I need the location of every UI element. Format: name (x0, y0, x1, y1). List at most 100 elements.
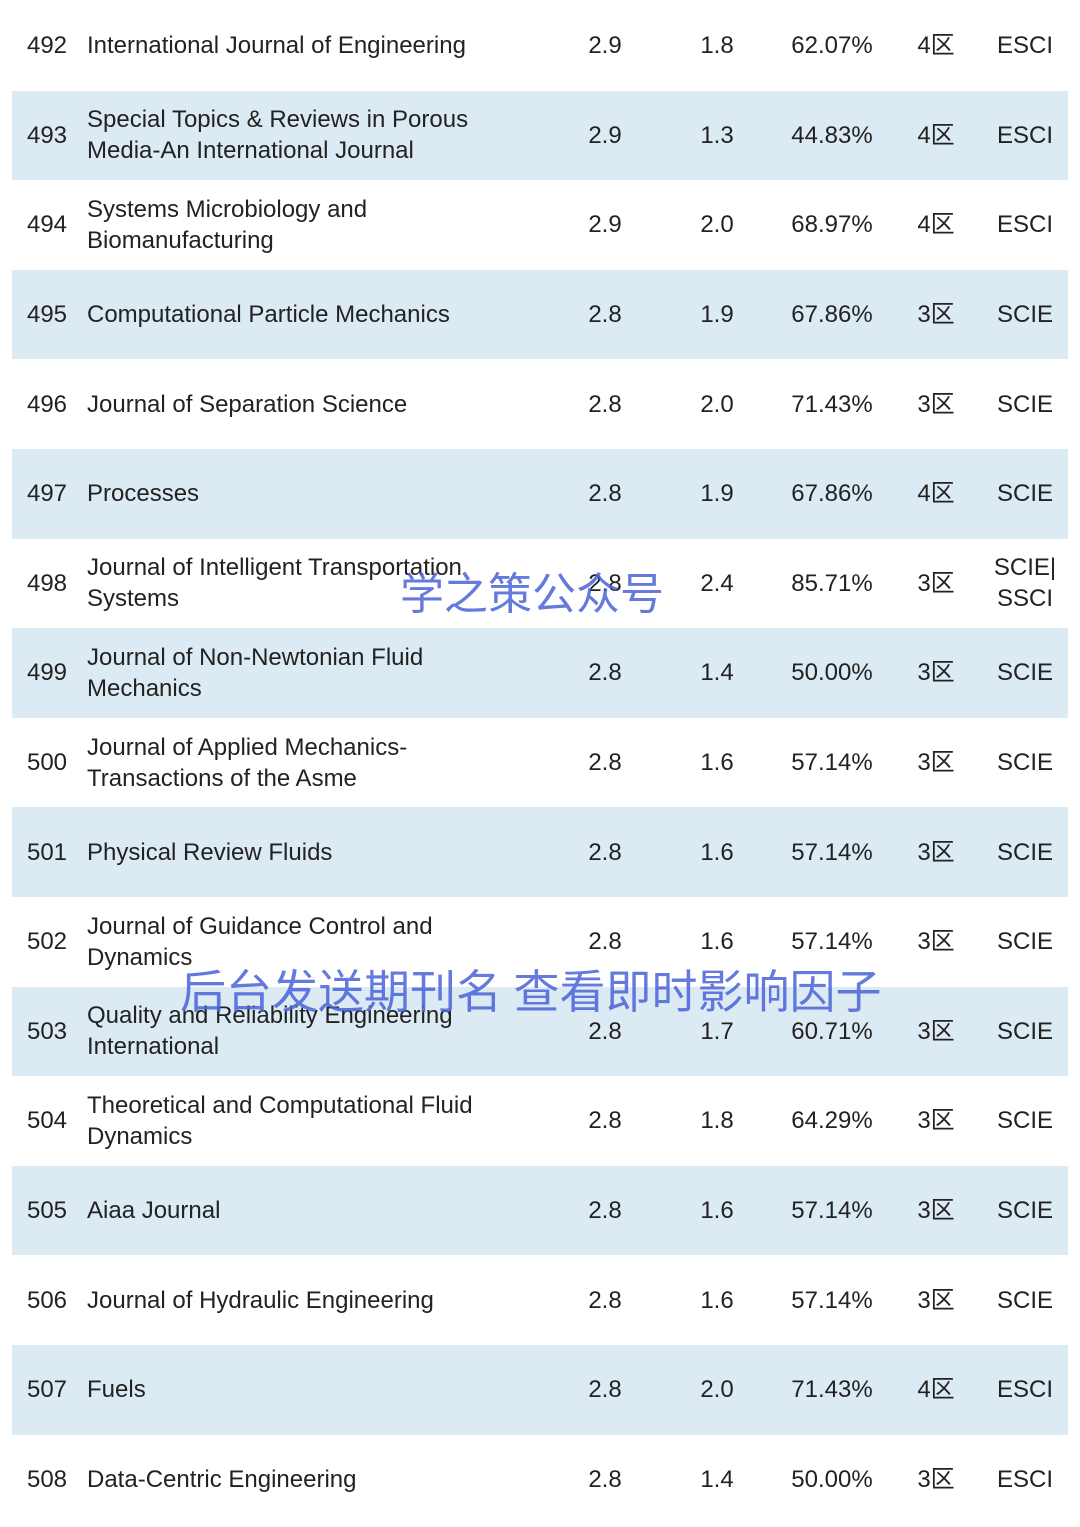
table-row: 494 Systems Microbiology and Biomanufactur… (12, 180, 1068, 270)
journal-name: Theoretical and Computational Fluid Dynam… (87, 1076, 473, 1166)
score: 1.9 (700, 480, 734, 508)
text-line: Journal of Guidance Control and (87, 912, 433, 940)
text-line: Transactions of the Asme (87, 764, 357, 792)
journal-name: Journal of Non-Newtonian Fluid Mechanics (87, 628, 423, 718)
rank: 493 (26, 121, 68, 149)
journal-name: Special Topics & Reviews in Porous Media-… (87, 91, 468, 181)
impact-factor: 2.8 (588, 301, 622, 329)
journal-name: Processes (87, 449, 199, 539)
percentile: 71.43% (791, 1376, 873, 1404)
impact-factor: 2.8 (588, 1465, 622, 1493)
percentile: 57.14% (791, 1286, 873, 1314)
score: 1.3 (700, 121, 734, 149)
zone: 3区 (917, 749, 955, 777)
watermark: 学之策公众号 (400, 570, 664, 619)
text-line: Physical Review Fluids (87, 838, 333, 866)
score: 2.0 (700, 211, 734, 239)
journal-name: Journal of Hydraulic Engineering (87, 1255, 434, 1345)
table-row: 500 Journal of Applied Mechanics- Transact… (12, 718, 1068, 808)
impact-factor: 2.8 (588, 928, 622, 956)
rank: 492 (26, 32, 68, 60)
zone: 3区 (917, 838, 955, 866)
table-row: 499 Journal of Non-Newtonian Fluid Mechani… (12, 628, 1068, 718)
index: SCIE (997, 449, 1053, 539)
percentile: 60.71% (791, 1017, 873, 1045)
text-line: Aiaa Journal (87, 1197, 221, 1225)
index: SCIE (997, 1076, 1053, 1166)
text-line: Data-Centric Engineering (87, 1465, 357, 1493)
zone: 4区 (917, 211, 955, 239)
rank: 496 (26, 390, 68, 418)
index: ESCI (997, 1435, 1053, 1525)
text-line: ESCI (996, 121, 1054, 149)
index: SCIE| SSCI (994, 539, 1056, 629)
text-line: Systems (87, 585, 180, 613)
journal-name: Computational Particle Mechanics (87, 270, 450, 360)
percentile: 67.86% (791, 480, 873, 508)
percentile: 67.86% (791, 301, 873, 329)
text-line: SCIE (996, 749, 1054, 777)
zone: 3区 (917, 1286, 955, 1314)
journal-name: Journal of Guidance Control and Dynamics (87, 897, 433, 987)
zone: 3区 (917, 1197, 955, 1225)
rank: 494 (26, 211, 68, 239)
table-row: 495 Computational Particle Mechanics 2.8 1.… (12, 269, 1068, 360)
text-line: ESCI (996, 32, 1054, 60)
rank: 500 (26, 749, 68, 777)
table-row: 493 Special Topics & Reviews in Porous Med… (12, 90, 1068, 181)
score: 1.7 (700, 1017, 734, 1045)
percentile: 85.71% (791, 569, 873, 597)
percentile: 44.83% (791, 121, 873, 149)
text-line: Systems Microbiology and (87, 195, 368, 223)
percentile: 64.29% (791, 1107, 873, 1135)
impact-factor: 2.8 (588, 659, 622, 687)
rank: 498 (26, 569, 68, 597)
text-line: Journal of Hydraulic Engineering (87, 1286, 434, 1314)
rank: 503 (26, 1017, 68, 1045)
zone: 3区 (917, 1107, 955, 1135)
text-line: Biomanufacturing (87, 226, 274, 254)
impact-factor: 2.9 (588, 121, 622, 149)
zone: 3区 (917, 301, 955, 329)
table-row: 492 International Journal of Engineering 2… (12, 1, 1068, 91)
zone: 3区 (917, 928, 955, 956)
journal-name: Data-Centric Engineering (87, 1435, 356, 1525)
score: 1.8 (700, 1107, 734, 1135)
impact-factor: 2.8 (588, 1197, 622, 1225)
percentile: 50.00% (791, 659, 873, 687)
zone: 3区 (917, 1017, 955, 1045)
table-row: 502 Journal of Guidance Control and Dynami… (12, 897, 1068, 987)
rank: 501 (26, 838, 68, 866)
journal-name: Journal of Applied Mechanics- Transaction… (87, 718, 407, 808)
text-line: Special Topics & Reviews in Porous (87, 106, 469, 134)
index: ESCI (997, 1, 1053, 91)
zone: 3区 (917, 569, 955, 597)
table-row: 508 Data-Centric Engineering 2.8 1.4 50.00% 3… (12, 1435, 1068, 1525)
journal-name: Quality and Reliability Engineering Inter… (87, 987, 453, 1077)
text-line: SCIE (996, 1197, 1054, 1225)
journal-name: Systems Microbiology and Biomanufacturing (87, 180, 367, 270)
text-line: Dynamics (87, 943, 193, 971)
index: ESCI (997, 91, 1053, 181)
text-line: Journal of Separation Science (87, 390, 408, 418)
table-row: 504 Theoretical and Computational Fluid Dy… (12, 1076, 1068, 1166)
watermark: 后台发送期刊名 查看即时影响因子 (180, 967, 882, 1018)
zone: 4区 (917, 121, 955, 149)
zone: 3区 (917, 659, 955, 687)
text-line: SSCI (996, 585, 1053, 613)
rank: 506 (26, 1286, 68, 1314)
percentile: 71.43% (791, 390, 873, 418)
score: 1.6 (700, 1197, 734, 1225)
text-line: SCIE| (993, 554, 1057, 582)
journal-name: Journal of Intelligent Transportation Sys… (87, 539, 462, 629)
impact-factor: 2.8 (588, 1107, 622, 1135)
text-line: SCIE (996, 659, 1054, 687)
rank: 499 (26, 659, 68, 687)
zone: 3区 (917, 1465, 955, 1493)
journal-name: Journal of Separation Science (87, 359, 407, 449)
text-line: Mechanics (87, 674, 202, 702)
journal-name: International Journal of Engineering (87, 1, 466, 91)
text-line: Journal of Non-Newtonian Fluid (87, 643, 424, 671)
index: SCIE (997, 897, 1053, 987)
table-row: 498 Journal of Intelligent Transportation… (12, 539, 1068, 629)
